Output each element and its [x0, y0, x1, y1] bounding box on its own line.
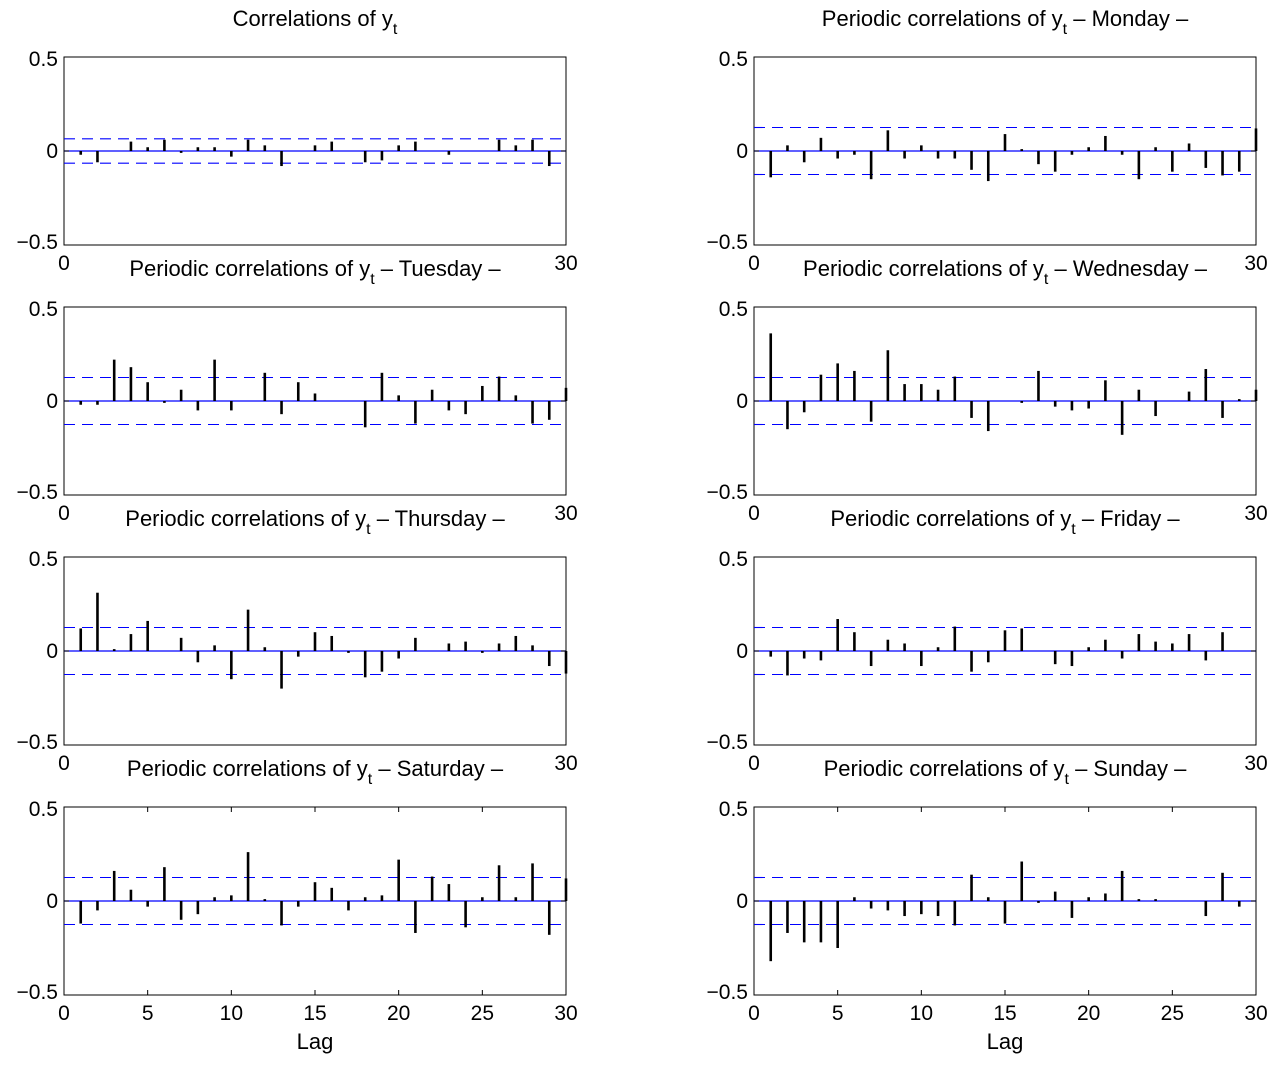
panel-3-xtick-label: 30: [554, 502, 577, 525]
panel-7-ytick-label: 0.5: [29, 798, 58, 821]
panel-3-xtick-label: 0: [58, 502, 70, 525]
panel-7-ytick-label: −0.5: [17, 981, 58, 1004]
panel-4-ytick-label: 0.5: [719, 298, 748, 321]
panel-4-title: Periodic correlations of yt – Wednesday …: [803, 256, 1208, 288]
panel-8-title: Periodic correlations of yt – Sunday –: [824, 756, 1188, 788]
panel-7-xtick-label: 30: [554, 1002, 577, 1025]
panel-8-xtick-label: 30: [1244, 1002, 1267, 1025]
panel-2-ytick-label: −0.5: [707, 231, 748, 254]
panel-6-xtick-label: 0: [748, 752, 760, 775]
panel-7-ytick-label: 0: [46, 890, 58, 913]
panel-6-ytick-label: −0.5: [707, 731, 748, 754]
panel-1-title: Correlations of yt: [233, 6, 398, 38]
panel-7-title: Periodic correlations of yt – Saturday –: [127, 756, 504, 788]
panel-1-xtick-label: 0: [58, 252, 70, 275]
panel-6-xtick-label: 30: [1244, 752, 1267, 775]
panel-7-xtick-label: 25: [471, 1002, 494, 1025]
panel-8-xtick-label: 15: [993, 1002, 1016, 1025]
panel-2-ytick-label: 0.5: [719, 48, 748, 71]
panel-2-xtick-label: 30: [1244, 252, 1267, 275]
panel-7-xtick-label: 0: [58, 1002, 70, 1025]
panel-7-xtick-label: 20: [387, 1002, 410, 1025]
panel-5-xtick-label: 30: [554, 752, 577, 775]
panel-5-xtick-label: 0: [58, 752, 70, 775]
panel-8-xtick-label: 20: [1077, 1002, 1100, 1025]
panel-8-ytick-label: 0.5: [719, 798, 748, 821]
panel-5-ytick-label: 0: [46, 640, 58, 663]
panel-7-xtick-label: 15: [303, 1002, 326, 1025]
panel-4-xtick-label: 30: [1244, 502, 1267, 525]
panel-1-ytick-label: 0: [46, 140, 58, 163]
panel-8-xlabel: Lag: [987, 1029, 1024, 1054]
panel-2-xtick-label: 0: [748, 252, 760, 275]
panel-4-xtick-label: 0: [748, 502, 760, 525]
panel-6-title: Periodic correlations of yt – Friday –: [830, 506, 1180, 538]
panel-1-ytick-label: 0.5: [29, 48, 58, 71]
panel-4-ytick-label: 0: [736, 390, 748, 413]
panel-8-ytick-label: 0: [736, 890, 748, 913]
panel-3-title: Periodic correlations of yt – Tuesday –: [129, 256, 501, 288]
panel-5-ytick-label: 0.5: [29, 548, 58, 571]
panel-8-ytick-label: −0.5: [707, 981, 748, 1004]
panel-3-ytick-label: −0.5: [17, 481, 58, 504]
panel-7-xtick-label: 5: [142, 1002, 154, 1025]
panel-1-xtick-label: 30: [554, 252, 577, 275]
panel-8-xtick-label: 25: [1161, 1002, 1184, 1025]
panel-7-xlabel: Lag: [297, 1029, 334, 1054]
panel-5-ytick-label: −0.5: [17, 731, 58, 754]
panel-2-ytick-label: 0: [736, 140, 748, 163]
panel-8-xtick-label: 10: [910, 1002, 933, 1025]
panel-8-xtick-label: 0: [748, 1002, 760, 1025]
panel-7-xtick-label: 10: [220, 1002, 243, 1025]
panel-6-ytick-label: 0.5: [719, 548, 748, 571]
panel-3-ytick-label: 0.5: [29, 298, 58, 321]
panel-5-title: Periodic correlations of yt – Thursday –: [125, 506, 505, 538]
panel-2-title: Periodic correlations of yt – Monday –: [822, 6, 1189, 38]
panel-8-xtick-label: 5: [832, 1002, 844, 1025]
panel-1-ytick-label: −0.5: [17, 231, 58, 254]
panel-4-ytick-label: −0.5: [707, 481, 748, 504]
panel-6-ytick-label: 0: [736, 640, 748, 663]
panel-3-ytick-label: 0: [46, 390, 58, 413]
